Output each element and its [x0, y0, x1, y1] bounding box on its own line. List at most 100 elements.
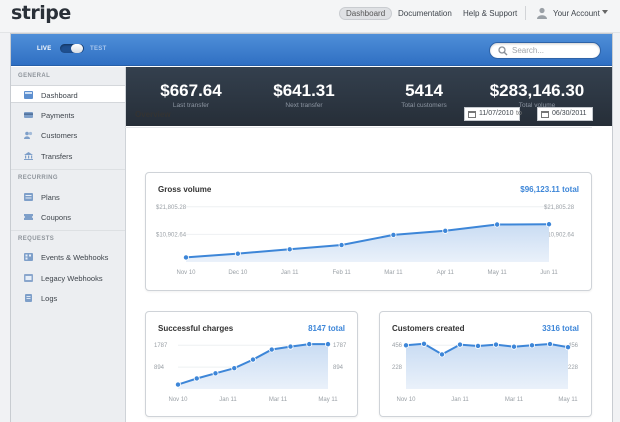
y-tick-label: $10,902.64	[544, 232, 575, 238]
sidebar-item-label: Dashboard	[41, 91, 78, 100]
y-tick-label: 1787	[154, 343, 168, 349]
sidebar-item-coupons[interactable]: Coupons	[11, 208, 125, 226]
calendar-icon	[468, 111, 476, 118]
stat-label: Total customers	[401, 102, 447, 109]
date-to-field[interactable]: 06/30/2011	[537, 107, 593, 121]
sidebar-item-label: Payments	[41, 111, 75, 120]
section-general: GENERAL	[18, 73, 51, 79]
data-point[interactable]	[402, 342, 409, 349]
dashboard-icon	[24, 91, 33, 99]
data-point[interactable]	[421, 340, 428, 347]
x-tick-label: May 11	[318, 397, 338, 403]
x-tick-label: Dec 10	[228, 270, 248, 276]
sidebar: GENERAL Dashboard Payments Customers Tra…	[11, 67, 126, 422]
stripe-logo[interactable]: stripe	[11, 2, 71, 24]
nav-dashboard[interactable]: Dashboard	[339, 7, 393, 20]
sidebar-item-label: Legacy Webhooks	[41, 274, 103, 283]
data-point[interactable]	[457, 341, 464, 348]
search-box[interactable]	[489, 42, 601, 59]
data-point[interactable]	[231, 365, 238, 372]
series-line	[185, 223, 550, 259]
x-tick-label: Mar 11	[269, 397, 288, 403]
search-input[interactable]	[512, 45, 596, 56]
sidebar-item-payments[interactable]: Payments	[11, 106, 125, 124]
nav-documentation[interactable]: Documentation	[398, 9, 452, 18]
test-label[interactable]: TEST	[90, 46, 107, 52]
x-tick-label: Nov 10	[176, 270, 196, 276]
data-point[interactable]	[546, 341, 553, 348]
data-point[interactable]	[324, 341, 331, 348]
search-icon	[498, 46, 508, 56]
y-tick-label: 894	[154, 365, 165, 371]
x-tick-label: Jan 11	[451, 397, 469, 403]
account-menu[interactable]: Your Account	[553, 9, 600, 18]
chart-title: Gross volume	[158, 185, 212, 194]
data-point[interactable]	[439, 351, 446, 358]
date-from-field[interactable]: 11/07/2010	[464, 107, 520, 121]
stat-label: Total volume	[518, 102, 556, 109]
series-area	[406, 343, 568, 389]
data-point[interactable]	[338, 242, 345, 249]
stat-label: Last transfer	[172, 102, 210, 109]
customers-created-chart: 456 456 228 228 Nov 10 Jan 11 Mar 11 May 11	[392, 340, 579, 403]
sidebar-item-label: Coupons	[41, 213, 72, 222]
chart-title: Customers created	[392, 324, 465, 333]
plans-icon	[24, 193, 33, 201]
sidebar-item-transfers[interactable]: Transfers	[11, 147, 125, 165]
sidebar-item-dashboard[interactable]: Dashboard	[11, 85, 125, 103]
series-area	[186, 224, 549, 262]
sidebar-item-label: Events & Webhooks	[41, 253, 109, 262]
stat-value: 5414	[405, 81, 443, 100]
chart-total: 8147 total	[308, 324, 345, 333]
data-point[interactable]	[528, 342, 535, 349]
overview-title: Overview	[135, 110, 171, 119]
data-point[interactable]	[494, 221, 501, 228]
toggle-knob[interactable]	[71, 44, 83, 53]
data-point[interactable]	[193, 375, 200, 382]
data-point[interactable]	[442, 227, 449, 234]
data-point[interactable]	[183, 254, 190, 261]
gross-volume-chart: $21,805.28 $21,805.28 $10,902.64 $10,902.64…	[156, 205, 575, 276]
x-tick-label: Nov 10	[168, 397, 188, 403]
nav-help-support[interactable]: Help & Support	[463, 9, 518, 18]
date-range-separator: to	[516, 110, 522, 117]
events-icon	[24, 253, 33, 261]
data-point[interactable]	[564, 344, 571, 351]
data-point[interactable]	[510, 343, 517, 350]
data-point[interactable]	[268, 346, 275, 353]
users-icon	[24, 131, 33, 139]
sidebar-item-label: Logs	[41, 294, 58, 303]
data-point[interactable]	[475, 342, 482, 349]
stats-bar: $667.64 Last transfer $641.31 Next trans…	[126, 67, 612, 126]
stat-value: $641.31	[273, 81, 335, 100]
data-point[interactable]	[234, 250, 241, 257]
sidebar-item-events-webhooks[interactable]: Events & Webhooks	[11, 248, 125, 266]
data-point[interactable]	[390, 231, 397, 238]
sidebar-item-logs[interactable]: Logs	[11, 289, 125, 307]
sidebar-item-label: Transfers	[41, 152, 73, 161]
date-to-value: 06/30/2011	[552, 110, 587, 117]
x-tick-label: May 11	[488, 270, 508, 276]
data-point[interactable]	[493, 341, 500, 348]
data-point[interactable]	[286, 246, 293, 253]
successful-charges-chart: 1787 1787 894 894 Nov 10 Jan 11 Mar 11 May 11	[154, 341, 347, 403]
sidebar-item-customers[interactable]: Customers	[11, 126, 125, 144]
live-test-toggle[interactable]	[60, 44, 84, 53]
stat-value: $283,146.30	[489, 81, 585, 100]
y-tick-label: 228	[392, 365, 403, 371]
chevron-down-icon[interactable]	[602, 10, 608, 14]
live-label[interactable]: LIVE	[37, 46, 52, 52]
data-point[interactable]	[306, 341, 313, 348]
sidebar-item-plans[interactable]: Plans	[11, 188, 125, 206]
y-tick-label: 1787	[333, 343, 347, 349]
y-tick-label: $21,805.28	[156, 205, 187, 211]
sidebar-item-legacy-webhooks[interactable]: Legacy Webhooks	[11, 269, 125, 287]
stat-label: Next transfer	[285, 102, 323, 109]
data-point[interactable]	[212, 370, 219, 377]
data-point[interactable]	[174, 381, 181, 388]
data-point[interactable]	[250, 356, 257, 363]
data-point[interactable]	[287, 343, 294, 350]
data-point[interactable]	[545, 221, 552, 228]
divider	[525, 6, 526, 20]
sidebar-item-label: Customers	[41, 131, 78, 140]
